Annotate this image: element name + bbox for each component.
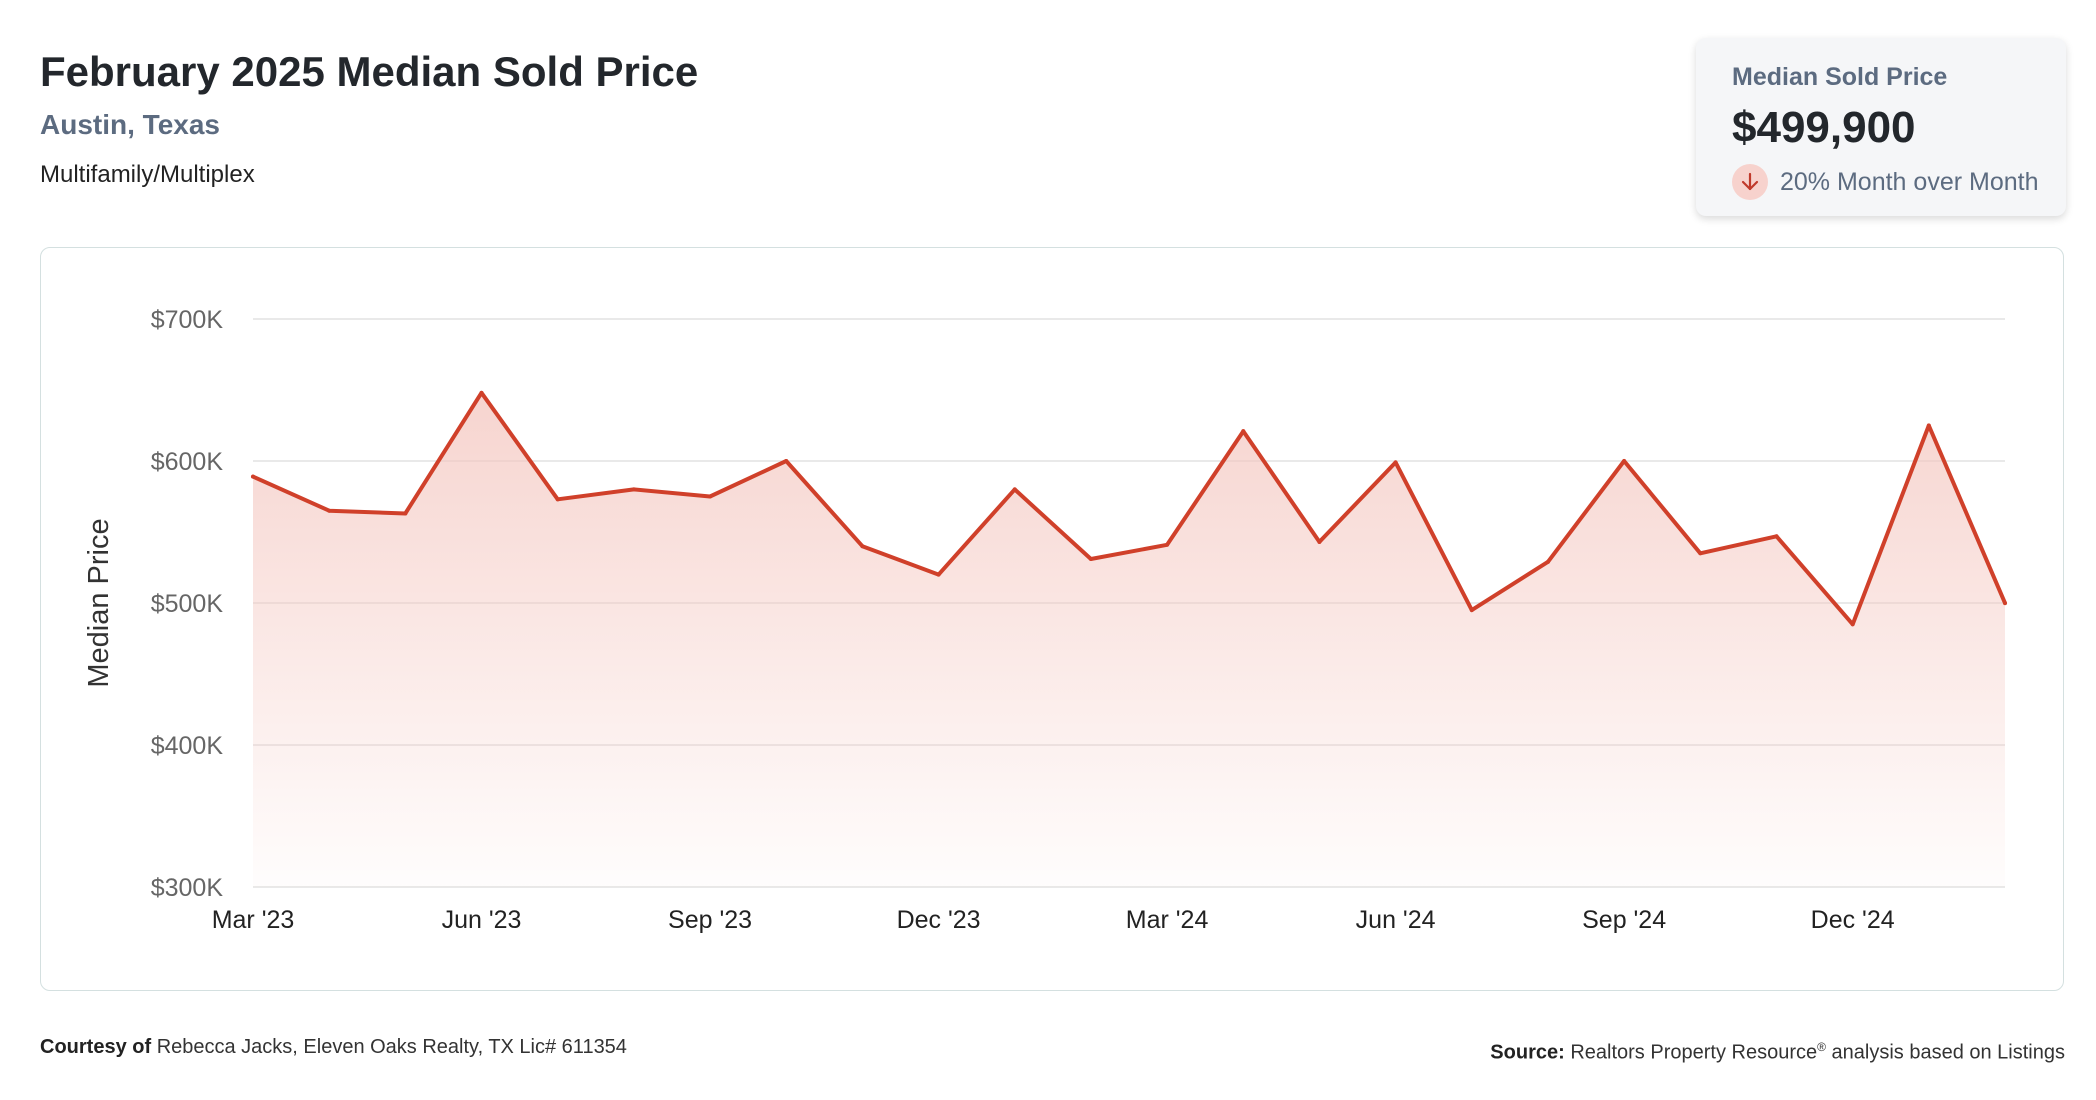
courtesy-text: Rebecca Jacks, Eleven Oaks Realty, TX Li… [156,1036,627,1058]
data-point [327,508,332,513]
x-tick-label: Mar '24 [1126,906,1209,934]
data-point [1926,423,1931,428]
x-tick-label: Jun '23 [442,906,522,934]
median-price-stat-card: Median Sold Price $499,900 20% Month ove… [1696,38,2066,216]
data-point [1622,459,1627,463]
data-point [631,487,636,492]
location-subtitle: Austin, Texas [40,109,220,140]
stat-change: 20% Month over Month [1732,164,2066,200]
median-price-chart: $700K $600K $500K $400K $300K Median Price Mar… [83,306,2007,934]
data-point [1545,559,1550,564]
source-text: Realtors Property Resource [1570,1041,1818,1064]
data-point [2003,601,2007,606]
data-point [784,459,789,463]
x-tick-label: Dec '24 [1811,906,1895,934]
stat-value: $499,900 [1732,103,1916,152]
data-point [936,572,941,577]
courtesy-footer: Courtesy of Rebecca Jacks, Eleven Oaks R… [40,1034,627,1060]
data-point [708,494,713,499]
courtesy-label: Courtesy of [40,1036,152,1058]
data-point [555,497,560,502]
x-tick-label: Dec '23 [897,906,981,934]
y-tick-label: $600K [151,448,224,476]
data-point [1698,551,1703,556]
data-point [1165,542,1170,547]
source-suffix: analysis based on Listings [1831,1041,2065,1064]
y-tick-label: $300K [151,874,224,902]
data-point [1012,487,1017,492]
source-label: Source: [1490,1041,1565,1064]
stat-change-text: 20% Month over Month [1780,167,2039,196]
x-tick-label: Jun '24 [1356,906,1436,934]
data-point [1241,429,1246,434]
source-footer: Source: Realtors Property Resource® anal… [1490,1034,2065,1066]
data-point [1850,622,1855,627]
price-line [251,390,2007,627]
arrow-down-icon [1732,164,1768,200]
data-point [1469,608,1474,613]
y-tick-label: $700K [151,306,224,334]
data-point [1774,534,1779,539]
data-point [860,544,865,549]
x-tick-label: Mar '23 [212,906,295,934]
area-fill [253,392,2005,887]
data-point [403,511,408,516]
page-title: February 2025 Median Sold Price [40,48,699,95]
data-point [1317,539,1322,544]
data-point [1088,556,1093,561]
x-tick-label: Sep '24 [1582,906,1666,934]
registered-mark: ® [1817,1040,1826,1054]
x-tick-label: Sep '23 [668,906,752,934]
y-tick-label: $400K [151,732,224,760]
data-point [251,474,255,479]
header: February 2025 Median Sold Price Austin, … [40,46,698,190]
property-type-label: Multifamily/Multiplex [40,161,255,188]
chart-container: $700K $600K $500K $400K $300K Median Price Mar… [40,247,2064,991]
data-point [1393,460,1398,465]
y-axis-label: Median Price [83,518,115,687]
data-point [479,390,484,395]
stat-label: Median Sold Price [1732,63,1948,91]
y-tick-label: $500K [151,590,224,618]
